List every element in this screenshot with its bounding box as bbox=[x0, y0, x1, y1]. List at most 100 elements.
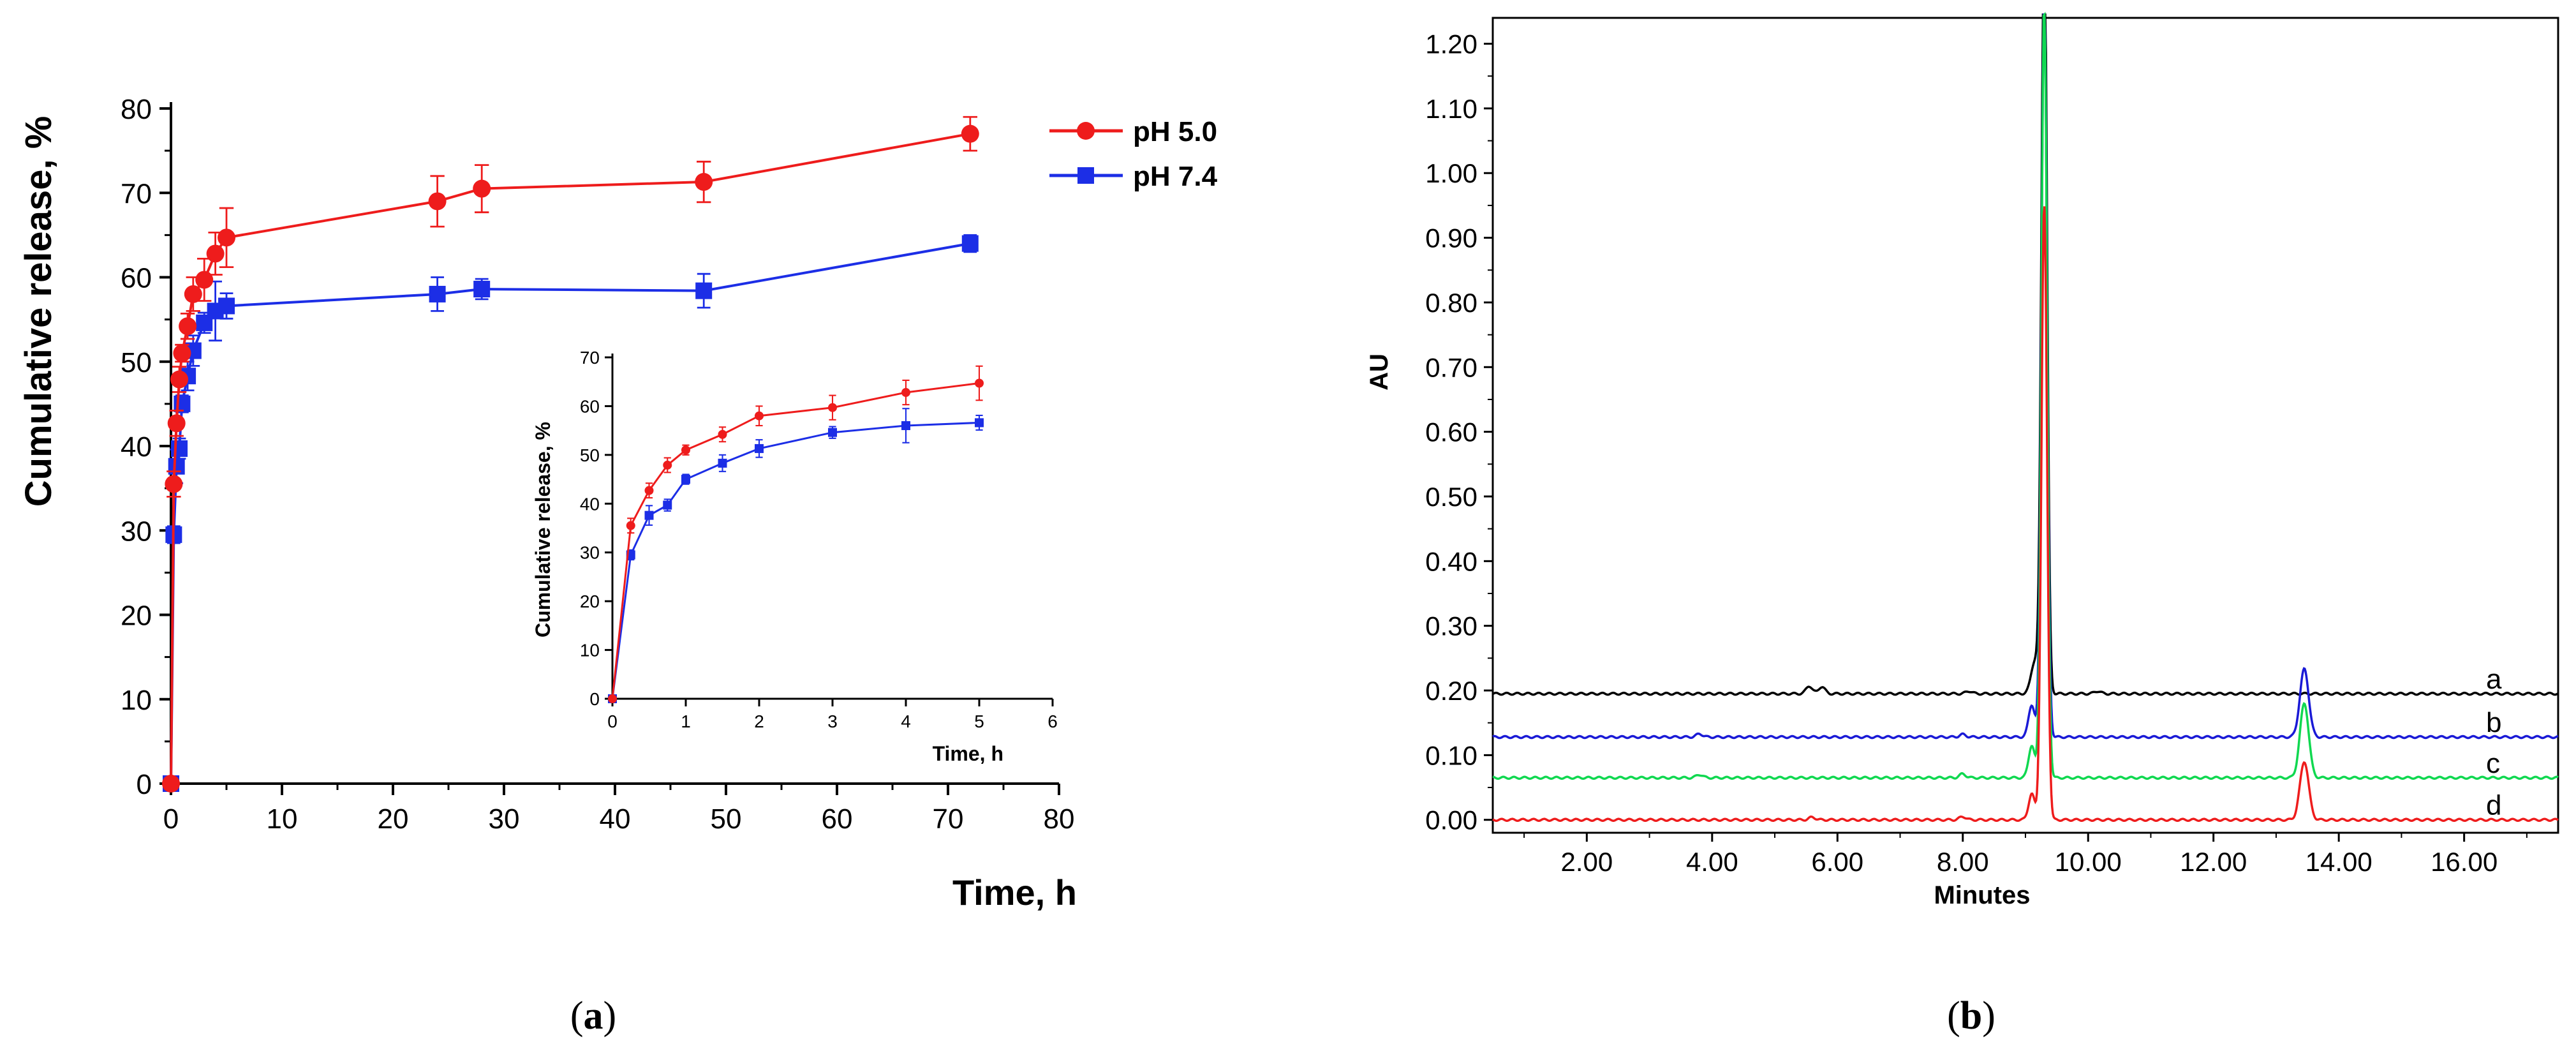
chrom-y-tick-label: 0.90 bbox=[1425, 223, 1477, 253]
chrom-trace-b bbox=[1492, 13, 2559, 740]
main-ph5-point bbox=[170, 370, 189, 389]
chrom-y-tick-label: 0.10 bbox=[1425, 740, 1477, 770]
inset-x-tick-label: 2 bbox=[754, 712, 764, 731]
main-x-tick-label: 30 bbox=[489, 803, 520, 835]
chrom-y-tick-label: 0.70 bbox=[1425, 352, 1477, 382]
inset-x-tick-label: 6 bbox=[1047, 712, 1058, 731]
chrom-y-tick-label: 0.60 bbox=[1425, 417, 1477, 447]
inset-ph5-point bbox=[681, 445, 690, 455]
main-ph5-point bbox=[165, 475, 183, 493]
main-y-tick-label: 60 bbox=[121, 263, 152, 294]
legend-label-ph74: pH 7.4 bbox=[1133, 161, 1218, 192]
inset-x-tick-label: 1 bbox=[681, 712, 691, 731]
chrom-trace-a bbox=[1492, 13, 2559, 696]
inset-y-tick-label: 60 bbox=[580, 396, 600, 416]
inset-ph74-point bbox=[901, 421, 910, 430]
chrom-y-tick-label: 1.10 bbox=[1425, 94, 1477, 124]
inset-y-tick-label: 70 bbox=[580, 348, 600, 368]
main-ph5-point bbox=[961, 124, 979, 143]
inset-ph5-point bbox=[828, 403, 837, 412]
main-ph5-point bbox=[473, 179, 491, 198]
inset-ph5-point bbox=[718, 429, 727, 439]
chrom-x-tick-label: 6.00 bbox=[1811, 847, 1863, 877]
main-x-tick-label: 10 bbox=[267, 803, 298, 835]
chrom-trace-d bbox=[1492, 206, 2559, 823]
chrom-y-tick-label: 0.00 bbox=[1425, 805, 1477, 835]
panel-label-b: (b) bbox=[1947, 994, 1995, 1038]
main-y-tick-label: 0 bbox=[137, 769, 152, 800]
chrom-y-tick-label: 0.80 bbox=[1425, 288, 1477, 318]
chrom-x-axis-title: Minutes bbox=[1934, 881, 2030, 909]
main-ph74-point bbox=[218, 297, 235, 315]
inset-y-tick-label: 20 bbox=[580, 592, 600, 611]
inset-y-tick-label: 40 bbox=[580, 494, 600, 514]
chrom-trace-label-c: c bbox=[2486, 748, 2500, 779]
chrom-y-tick-label: 0.30 bbox=[1425, 611, 1477, 641]
inset-ph74-point bbox=[718, 458, 727, 468]
inset-x-tick-label: 0 bbox=[607, 712, 618, 731]
chrom-x-tick-label: 16.00 bbox=[2431, 847, 2498, 877]
chrom-x-tick-label: 12.00 bbox=[2180, 847, 2247, 877]
inset-ph74-point bbox=[681, 475, 690, 484]
chrom-trace-label-a: a bbox=[2486, 664, 2502, 695]
inset-x-tick-label: 4 bbox=[901, 712, 911, 731]
panel-b-open-paren: ( bbox=[1947, 994, 1960, 1038]
main-ph5-point bbox=[173, 344, 191, 362]
main-y-tick-label: 50 bbox=[121, 347, 152, 378]
inset-ph5-line bbox=[611, 382, 980, 699]
panel-b-close-paren: ) bbox=[1982, 994, 1995, 1038]
inset-ph5-point bbox=[975, 378, 984, 388]
legend-marker-ph5 bbox=[1077, 122, 1095, 140]
inset-ph74-point bbox=[975, 418, 984, 428]
inset-ph5-point bbox=[663, 460, 672, 470]
chrom-trace-label-b: b bbox=[2486, 707, 2501, 738]
inset-ph5-point bbox=[626, 521, 635, 530]
inset-ph74-point bbox=[644, 511, 654, 520]
chrom-x-tick-label: 8.00 bbox=[1937, 847, 1989, 877]
main-ph74-point bbox=[695, 282, 713, 299]
main-legend: pH 5.0 pH 7.4 bbox=[1049, 116, 1218, 192]
main-x-tick-label: 60 bbox=[822, 803, 853, 835]
inset-ph5-point bbox=[644, 486, 654, 495]
main-y-tick-label: 80 bbox=[121, 94, 152, 125]
main-y-tick-label: 70 bbox=[121, 178, 152, 209]
inset-y-tick-label: 50 bbox=[580, 445, 600, 465]
inset-ph74-line bbox=[611, 421, 980, 699]
panel-a-letter: a bbox=[584, 994, 603, 1038]
chrom-trace-label-d: d bbox=[2486, 790, 2501, 821]
inset-y-tick-label: 30 bbox=[580, 543, 600, 563]
legend-marker-ph74 bbox=[1077, 167, 1094, 184]
main-y-tick-label: 40 bbox=[121, 431, 152, 463]
main-x-tick-label: 70 bbox=[933, 803, 964, 835]
chromatogram-chart: 0.00 0.10 0.20 0.30 0.40 0.50 0.60 0.70 0.80 0.90… bbox=[1365, 11, 2559, 909]
main-ph5-point bbox=[162, 775, 180, 793]
main-x-tick-label: 20 bbox=[378, 803, 409, 835]
main-ph5-point bbox=[218, 228, 235, 247]
chrom-y-tick-label: 1.00 bbox=[1425, 158, 1477, 188]
inset-y-tick-label: 10 bbox=[580, 641, 600, 660]
main-y-tick-label: 10 bbox=[121, 685, 152, 716]
inset-ph5-point bbox=[608, 694, 617, 703]
main-y-tick-label: 20 bbox=[121, 600, 152, 632]
legend-label-ph5: pH 5.0 bbox=[1133, 116, 1217, 147]
chrom-y-axis-title: AU bbox=[1365, 354, 1393, 391]
panel-a-open-paren: ( bbox=[570, 994, 584, 1038]
chrom-x-tick-label: 10.00 bbox=[2055, 847, 2122, 877]
chrom-trace-c bbox=[1492, 11, 2559, 780]
main-ph5-point bbox=[167, 414, 186, 433]
inset-y-axis-title: Cumulative release, % bbox=[531, 422, 554, 637]
main-ph5-point bbox=[206, 244, 225, 263]
main-ph5-point bbox=[695, 173, 713, 191]
main-ph74-point bbox=[171, 440, 188, 457]
inset-ph5-point bbox=[901, 388, 910, 398]
main-ph74-point bbox=[961, 235, 979, 252]
main-ph5-point bbox=[179, 317, 197, 336]
chrom-y-tick-label: 1.20 bbox=[1425, 29, 1477, 59]
main-ph5-point bbox=[428, 192, 447, 211]
inset-ph74-point bbox=[828, 428, 837, 437]
main-ph5-line bbox=[170, 132, 971, 784]
panel-a-close-paren: ) bbox=[603, 994, 617, 1038]
inset-x-tick-label: 5 bbox=[974, 712, 984, 731]
inset-ph74-point bbox=[663, 500, 672, 510]
main-ph74-line bbox=[170, 242, 971, 784]
